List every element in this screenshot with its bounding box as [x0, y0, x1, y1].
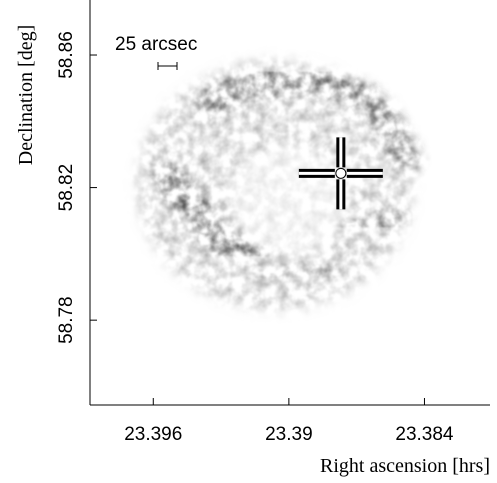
y-axis-label: Declination [deg] — [15, 25, 37, 166]
nebula-image — [137, 60, 423, 310]
y-tick-label: 58.78 — [56, 296, 77, 344]
crosshair-marker — [298, 137, 383, 210]
x-axis-label: Right ascension [hrs] — [320, 455, 490, 477]
crosshair-center — [335, 167, 347, 179]
x-tick-label: 23.396 — [124, 424, 182, 445]
y-tick-label: 58.82 — [56, 164, 77, 212]
y-tick-label: 58.86 — [56, 31, 77, 79]
scale-bar — [157, 62, 178, 70]
x-tick-label: 23.39 — [265, 424, 313, 445]
scale-annotation: 25 arcsec — [115, 34, 197, 55]
x-tick-label: 23.384 — [395, 424, 454, 445]
axes — [89, 0, 490, 406]
